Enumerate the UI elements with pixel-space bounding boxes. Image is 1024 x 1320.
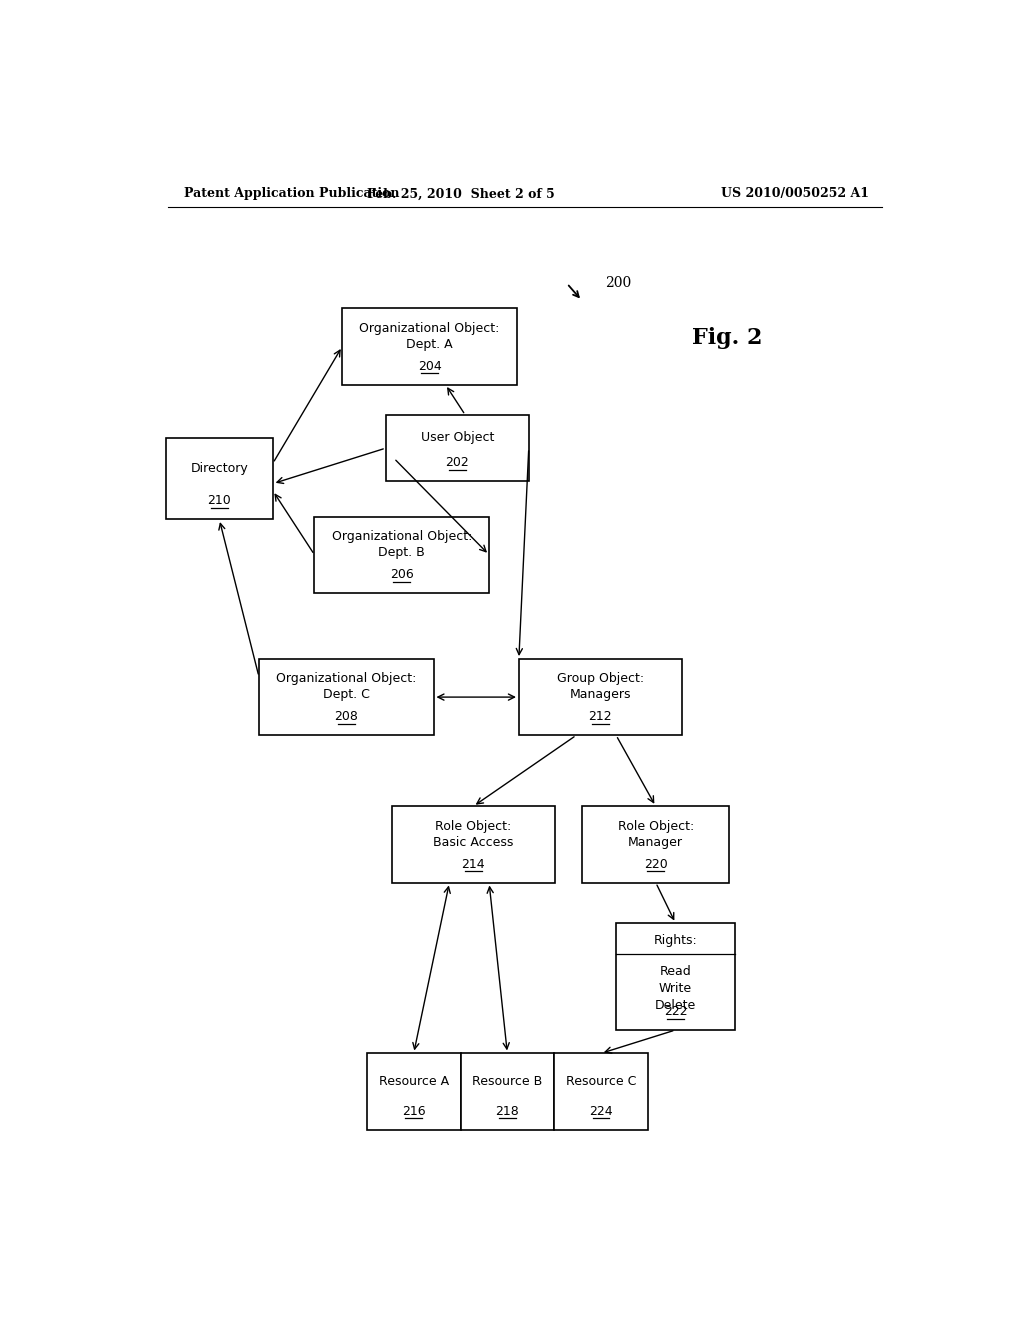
Text: Read: Read: [659, 965, 691, 978]
Bar: [616, 923, 735, 1030]
Bar: [519, 659, 682, 735]
Text: 202: 202: [445, 457, 469, 470]
Text: Rights:: Rights:: [653, 935, 697, 946]
Text: 210: 210: [208, 495, 231, 507]
Text: Resource C: Resource C: [566, 1074, 636, 1088]
Bar: [166, 438, 272, 519]
Text: 212: 212: [589, 710, 612, 723]
Bar: [461, 1053, 554, 1130]
Bar: [583, 807, 729, 883]
Text: Write: Write: [659, 982, 692, 995]
Text: Role Object:
Basic Access: Role Object: Basic Access: [433, 820, 513, 849]
Text: 204: 204: [418, 360, 441, 372]
Text: User Object: User Object: [421, 432, 494, 445]
Bar: [314, 516, 489, 593]
Text: Organizational Object:
Dept. A: Organizational Object: Dept. A: [359, 322, 500, 351]
Text: Feb. 25, 2010  Sheet 2 of 5: Feb. 25, 2010 Sheet 2 of 5: [368, 187, 555, 201]
Text: Fig. 2: Fig. 2: [692, 327, 763, 350]
Text: Patent Application Publication: Patent Application Publication: [183, 187, 399, 201]
Text: 206: 206: [390, 568, 414, 581]
Bar: [342, 309, 517, 384]
Bar: [554, 1053, 648, 1130]
Bar: [367, 1053, 461, 1130]
Text: Directory: Directory: [190, 462, 248, 475]
Bar: [386, 414, 528, 480]
Text: 220: 220: [644, 858, 668, 871]
Text: 218: 218: [496, 1105, 519, 1118]
Text: 216: 216: [401, 1105, 426, 1118]
Text: 214: 214: [462, 858, 485, 871]
Text: US 2010/0050252 A1: US 2010/0050252 A1: [721, 187, 868, 201]
Text: Resource B: Resource B: [472, 1074, 543, 1088]
Text: Organizational Object:
Dept. B: Organizational Object: Dept. B: [332, 531, 472, 560]
Text: 200: 200: [605, 276, 632, 290]
Text: Delete: Delete: [655, 999, 696, 1012]
Bar: [392, 807, 555, 883]
Text: Resource A: Resource A: [379, 1074, 449, 1088]
Bar: [259, 659, 433, 735]
Text: 224: 224: [589, 1105, 612, 1118]
Text: 208: 208: [334, 710, 358, 723]
Text: Group Object:
Managers: Group Object: Managers: [557, 672, 644, 701]
Text: Role Object:
Manager: Role Object: Manager: [617, 820, 694, 849]
Text: Organizational Object:
Dept. C: Organizational Object: Dept. C: [276, 672, 417, 701]
Text: 222: 222: [664, 1005, 687, 1018]
